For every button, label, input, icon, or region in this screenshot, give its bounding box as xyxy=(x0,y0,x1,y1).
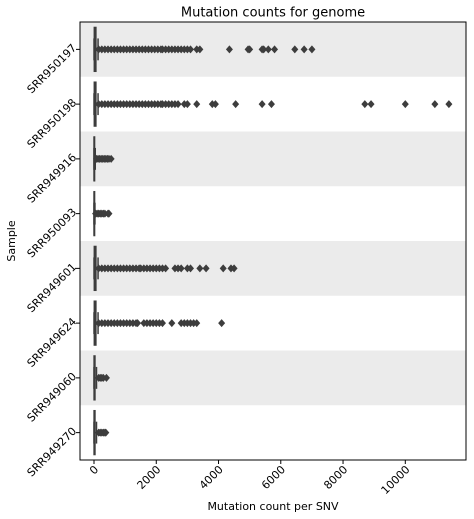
outlier xyxy=(367,100,375,109)
outlier xyxy=(107,154,115,163)
y-tick-label: SRR950197 xyxy=(25,41,80,96)
outlier xyxy=(225,45,233,54)
outlier xyxy=(193,319,201,328)
outlier xyxy=(300,45,308,54)
outlier xyxy=(177,264,185,273)
chart-title: Mutation counts for genome xyxy=(181,6,365,21)
plot-frame xyxy=(79,21,467,461)
y-tick-label: SRR949916 xyxy=(25,151,80,206)
outlier xyxy=(271,45,279,54)
row-band xyxy=(80,131,466,187)
outlier xyxy=(232,100,240,109)
outlier xyxy=(105,209,113,218)
outlier xyxy=(230,264,238,273)
x-tick-label: 6000 xyxy=(259,463,288,492)
outlier xyxy=(258,100,266,109)
y-tick-label: SRR949601 xyxy=(25,260,80,315)
y-tick-label: SRR950198 xyxy=(25,96,80,151)
y-tick-label: SRR949270 xyxy=(25,425,80,480)
outlier xyxy=(264,45,272,54)
outlier xyxy=(183,100,191,109)
outlier xyxy=(193,100,201,109)
outlier xyxy=(187,45,195,54)
y-tick-label: SRR949624 xyxy=(25,315,80,370)
outlier xyxy=(219,264,227,273)
outlier xyxy=(211,100,219,109)
outlier xyxy=(202,264,210,273)
y-tick-label: SRR949060 xyxy=(25,370,80,425)
outlier xyxy=(102,373,110,382)
outlier xyxy=(174,100,182,109)
y-axis-label: Sample xyxy=(5,220,18,261)
outlier xyxy=(267,100,275,109)
outlier xyxy=(308,45,316,54)
outlier xyxy=(445,100,453,109)
outlier xyxy=(187,264,195,273)
outlier xyxy=(218,319,226,328)
x-tick-label: 0 xyxy=(87,463,101,477)
outlier xyxy=(102,428,110,437)
outlier xyxy=(134,319,142,328)
x-tick-label: 8000 xyxy=(321,463,350,492)
row-band xyxy=(80,350,466,406)
y-tick-label: SRR950093 xyxy=(25,206,80,261)
x-tick-label: 2000 xyxy=(135,463,164,492)
x-axis-label: Mutation count per SNV xyxy=(207,500,339,513)
x-tick-label: 4000 xyxy=(197,463,226,492)
outlier xyxy=(291,45,299,54)
outlier xyxy=(196,264,204,273)
outlier xyxy=(246,45,254,54)
outlier xyxy=(361,100,369,109)
outlier xyxy=(401,100,409,109)
outlier xyxy=(168,319,176,328)
outlier xyxy=(260,45,268,54)
outlier xyxy=(431,100,439,109)
x-tick-label: 10000 xyxy=(379,463,413,497)
outlier xyxy=(196,45,204,54)
outlier xyxy=(158,319,166,328)
outlier xyxy=(162,264,170,273)
